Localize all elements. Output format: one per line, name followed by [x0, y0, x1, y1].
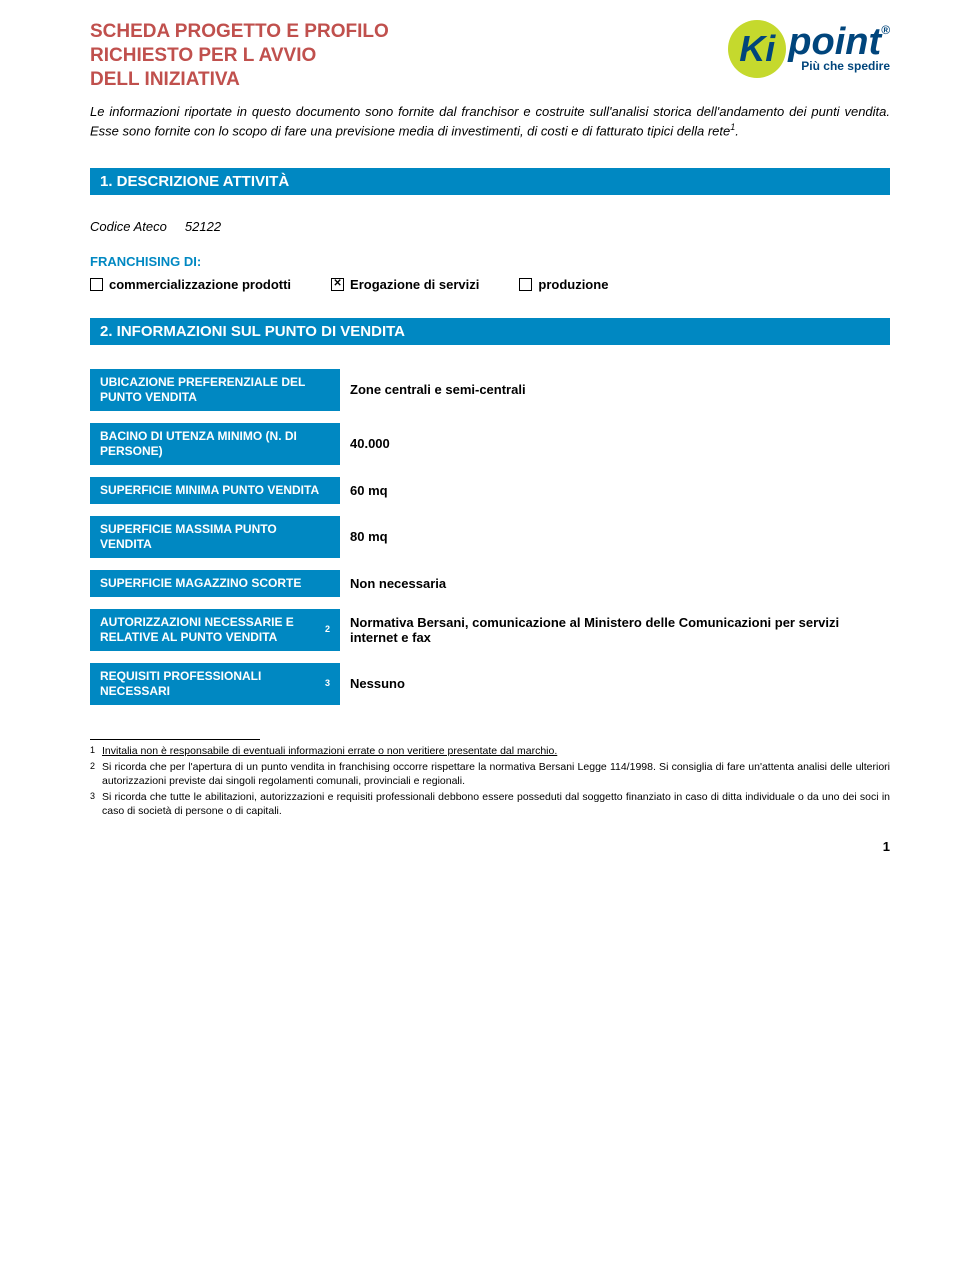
checkbox-option: produzione	[519, 277, 608, 292]
footnote-number: 2	[90, 760, 98, 788]
intro-end: .	[735, 123, 739, 138]
intro-paragraph: Le informazioni riportate in questo docu…	[90, 103, 890, 139]
info-value: Non necessaria	[340, 570, 890, 597]
checkbox-option: commercializzazione prodotti	[90, 277, 291, 292]
checkbox-icon	[519, 278, 532, 291]
franchising-di-label: FRANCHISING DI:	[90, 254, 890, 269]
codice-value: 52122	[185, 219, 221, 234]
footnote-text: Si ricorda che tutte le abilitazioni, au…	[102, 790, 890, 818]
logo-main: point	[788, 21, 881, 63]
title-line1: SCHEDA PROGETTO E PROFILO	[90, 21, 389, 42]
info-row: REQUISITI PROFESSIONALI NECESSARI3Nessun…	[90, 663, 890, 705]
info-row: BACINO DI UTENZA MINIMO (N. DI PERSONE)4…	[90, 423, 890, 465]
section-1-header: 1. DESCRIZIONE ATTIVITÀ	[90, 168, 890, 195]
intro-text: Le informazioni riportate in questo docu…	[90, 104, 890, 138]
checkbox-icon	[90, 278, 103, 291]
logo-reg: ®	[881, 23, 890, 37]
info-label: AUTORIZZAZIONI NECESSARIE E RELATIVE AL …	[90, 609, 340, 651]
codice-label: Codice Ateco	[90, 219, 167, 234]
footnote-text: Si ricorda che per l'apertura di un punt…	[102, 760, 890, 788]
franchising-options: commercializzazione prodotti ✕ Erogazione …	[90, 277, 890, 292]
footnote: 3Si ricorda che tutte le abilitazioni, a…	[90, 790, 890, 818]
info-row: SUPERFICIE MINIMA PUNTO VENDITA60 mq	[90, 477, 890, 504]
logo-tagline: Più che spedire	[788, 59, 890, 73]
info-value: Nessuno	[340, 663, 890, 705]
footnote: 2Si ricorda che per l'apertura di un pun…	[90, 760, 890, 788]
checkbox-label: Erogazione di servizi	[350, 277, 479, 292]
footnote-text: Invitalia non è responsabile di eventual…	[102, 744, 557, 758]
info-value: 60 mq	[340, 477, 890, 504]
info-row: SUPERFICIE MAGAZZINO SCORTENon necessari…	[90, 570, 890, 597]
checkbox-option: ✕ Erogazione di servizi	[331, 277, 479, 292]
checkbox-label: produzione	[538, 277, 608, 292]
checkbox-icon: ✕	[331, 278, 344, 291]
info-value: Zone centrali e semi-centrali	[340, 369, 890, 411]
footnote: 1 Invitalia non è responsabile di eventua…	[90, 744, 890, 758]
info-label: SUPERFICIE MAGAZZINO SCORTE	[90, 570, 340, 597]
info-label: SUPERFICIE MINIMA PUNTO VENDITA	[90, 477, 340, 504]
checkbox-label: commercializzazione prodotti	[109, 277, 291, 292]
info-label: BACINO DI UTENZA MINIMO (N. DI PERSONE)	[90, 423, 340, 465]
codice-ateco: Codice Ateco 52122	[90, 219, 890, 234]
info-value: 80 mq	[340, 516, 890, 558]
brand-logo: Ki point® Più che spedire	[728, 20, 890, 78]
logo-circle-icon: Ki	[728, 20, 786, 78]
info-value: Normativa Bersani, comunicazione al Mini…	[340, 609, 890, 651]
footnote-number: 3	[90, 790, 98, 818]
section-2-header: 2. INFORMAZIONI SUL PUNTO DI VENDITA	[90, 318, 890, 345]
footnotes: 1 Invitalia non è responsabile di eventua…	[90, 739, 890, 819]
info-label: UBICAZIONE PREFERENZIALE DEL PUNTO VENDI…	[90, 369, 340, 411]
info-label: REQUISITI PROFESSIONALI NECESSARI3	[90, 663, 340, 705]
title-line3: DELL INIZIATIVA	[90, 69, 240, 90]
info-value: 40.000	[340, 423, 890, 465]
info-row: SUPERFICIE MASSIMA PUNTO VENDITA80 mq	[90, 516, 890, 558]
title-line2: RICHIESTO PER L AVVIO	[90, 45, 316, 66]
footnote-number: 1	[90, 744, 98, 758]
document-title: SCHEDA PROGETTO E PROFILO RICHIESTO PER …	[90, 20, 389, 91]
info-row: AUTORIZZAZIONI NECESSARIE E RELATIVE AL …	[90, 609, 890, 651]
page-number: 1	[90, 839, 890, 854]
info-row: UBICAZIONE PREFERENZIALE DEL PUNTO VENDI…	[90, 369, 890, 411]
info-label: SUPERFICIE MASSIMA PUNTO VENDITA	[90, 516, 340, 558]
